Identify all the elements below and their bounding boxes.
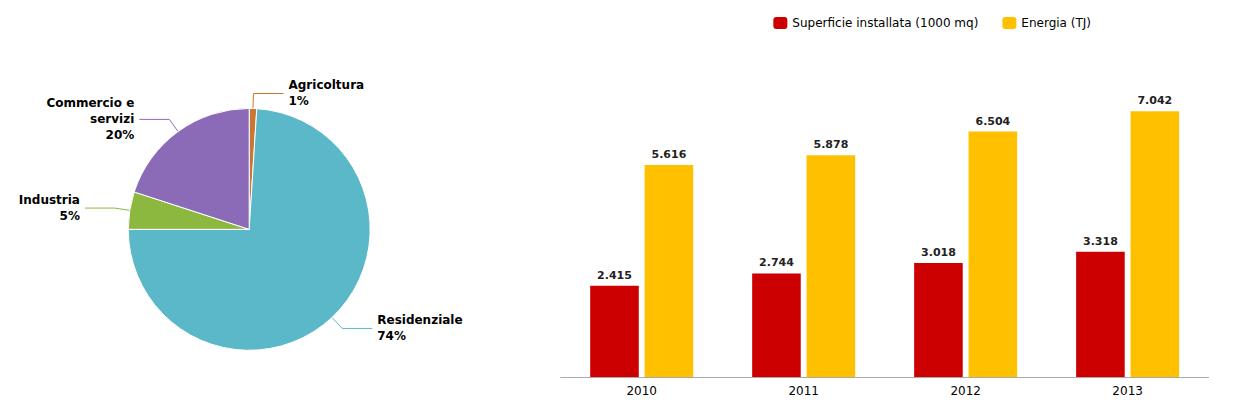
svg-text:2013: 2013 bbox=[1112, 384, 1143, 398]
svg-text:Industria: Industria bbox=[19, 193, 80, 207]
svg-text:5.878: 5.878 bbox=[813, 138, 848, 151]
svg-text:1%: 1% bbox=[288, 94, 308, 108]
svg-text:7.042: 7.042 bbox=[1137, 94, 1172, 107]
svg-text:Commercio e: Commercio e bbox=[46, 96, 134, 110]
svg-text:6.504: 6.504 bbox=[975, 115, 1010, 128]
svg-text:Energia (TJ): Energia (TJ) bbox=[1021, 16, 1091, 30]
svg-text:3.018: 3.018 bbox=[921, 246, 956, 259]
svg-text:2010: 2010 bbox=[626, 384, 657, 398]
svg-text:5%: 5% bbox=[60, 209, 80, 223]
svg-text:Superficie installata (1000 mq: Superficie installata (1000 mq) bbox=[792, 16, 978, 30]
svg-text:2012: 2012 bbox=[950, 384, 981, 398]
svg-text:74%: 74% bbox=[377, 329, 406, 343]
svg-text:5.616: 5.616 bbox=[652, 148, 687, 161]
svg-text:Residenziale: Residenziale bbox=[377, 313, 462, 327]
svg-text:2.415: 2.415 bbox=[597, 269, 632, 282]
svg-text:servizi: servizi bbox=[90, 112, 134, 126]
svg-text:2.744: 2.744 bbox=[759, 256, 794, 269]
svg-text:20%: 20% bbox=[106, 128, 135, 142]
svg-text:3.318: 3.318 bbox=[1083, 235, 1118, 248]
svg-text:Agricoltura: Agricoltura bbox=[288, 78, 364, 92]
svg-text:2011: 2011 bbox=[788, 384, 819, 398]
